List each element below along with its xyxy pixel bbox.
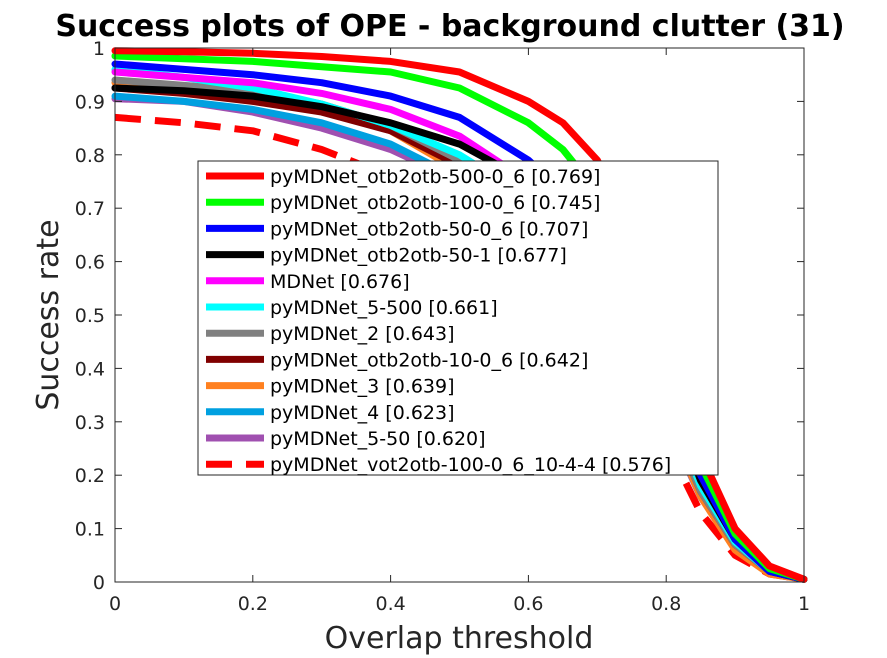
y-tick-label: 0.6 — [75, 252, 105, 274]
x-tick-label: 0 — [109, 593, 121, 615]
legend-entry: pyMDNet_vot2otb-100-0_6_10-4-4 [0.576] — [270, 454, 671, 476]
x-axis-label: Overlap threshold — [325, 621, 594, 656]
ticks-layer: 0 0.2 0.4 0.6 0.8 1 0 0.1 0.2 0.3 0.4 0.5 0.6 0.7 0.8 0… — [75, 38, 810, 615]
y-tick-label: 1 — [93, 38, 105, 60]
legend-entry: MDNet [0.676] — [270, 271, 410, 293]
x-tick-label: 0.6 — [513, 593, 543, 615]
y-tick-label: 0.8 — [75, 145, 105, 167]
series-line — [111, 47, 808, 583]
legend: pyMDNet_otb2otb-500-0_6 [0.769] pyMDNet_o… — [197, 160, 719, 476]
y-tick-label: 0.3 — [75, 412, 105, 434]
legend-entry: pyMDNet_5-50 [0.620] — [270, 428, 486, 450]
y-tick-label: 0.4 — [75, 358, 105, 380]
y-tick-label: 0.2 — [75, 465, 105, 487]
legend-entry: pyMDNet_otb2otb-50-1 [0.677] — [270, 245, 567, 267]
y-tick-label: 0.1 — [75, 519, 105, 541]
legend-entry: pyMDNet_2 [0.643] — [270, 323, 455, 345]
legend-entry: pyMDNet_otb2otb-10-0_6 [0.642] — [270, 349, 588, 371]
x-tick-label: 0.4 — [375, 593, 405, 615]
y-tick-label: 0.9 — [75, 91, 105, 113]
legend-box — [197, 160, 719, 476]
x-tick-label: 0.8 — [651, 593, 681, 615]
x-tick-label: 0.2 — [238, 593, 268, 615]
legend-entry: pyMDNet_3 [0.639] — [270, 376, 455, 398]
chart-title: Success plots of OPE - background clutte… — [55, 9, 844, 44]
y-axis-label: Success rate — [31, 219, 66, 410]
legend-entry: pyMDNet_otb2otb-50-0_6 [0.707] — [270, 218, 588, 240]
legend-entry: pyMDNet_4 [0.623] — [270, 402, 455, 424]
legend-entry: pyMDNet_5-500 [0.661] — [270, 297, 498, 319]
y-tick-label: 0.5 — [75, 305, 105, 327]
x-tick-label: 1 — [798, 593, 810, 615]
legend-entry: pyMDNet_otb2otb-100-0_6 [0.745] — [270, 192, 600, 214]
y-tick-label: 0.7 — [75, 198, 105, 220]
y-tick-label: 0 — [93, 572, 105, 594]
legend-entry: pyMDNet_otb2otb-500-0_6 [0.769] — [270, 166, 600, 188]
